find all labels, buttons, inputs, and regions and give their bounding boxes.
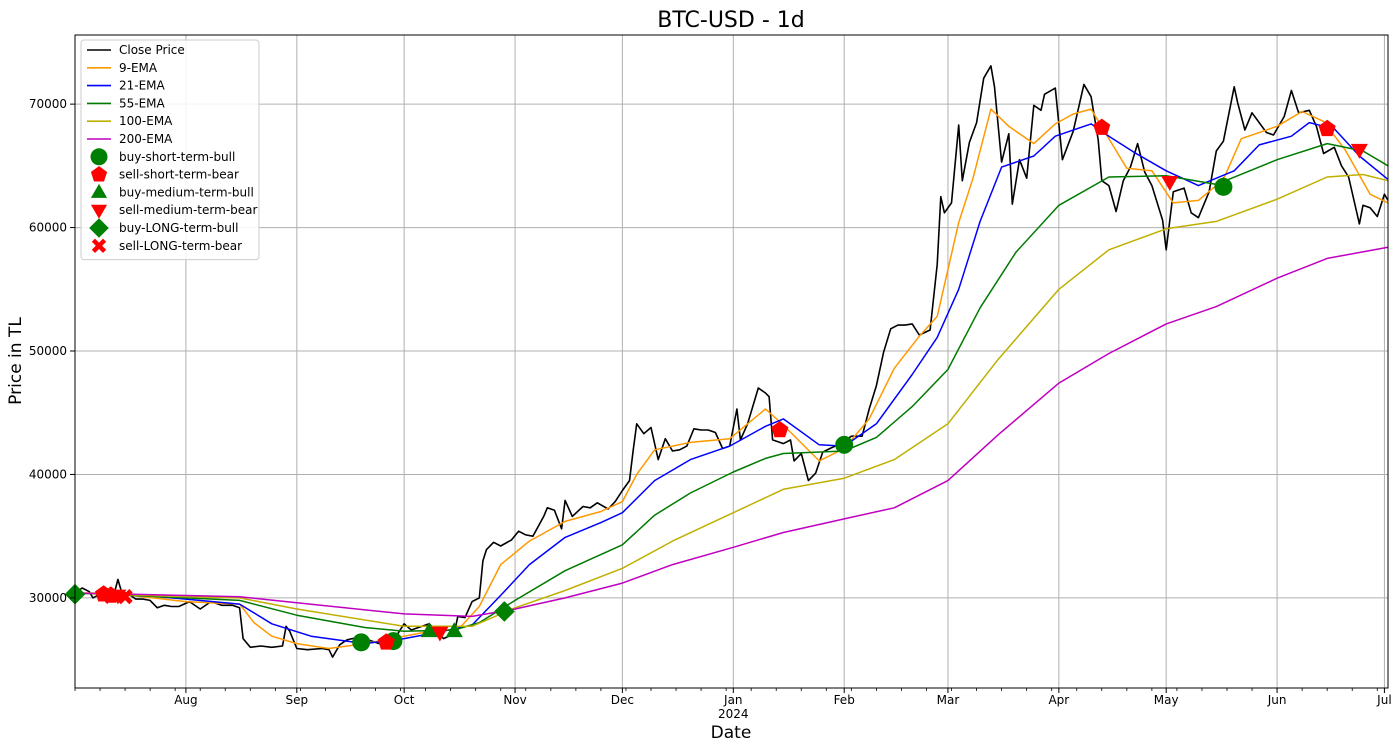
sell-short-term-bear-marker: [771, 421, 789, 438]
x-axis-label: Date: [711, 723, 752, 743]
buy-long-term-bull-marker: [494, 601, 515, 622]
y-tick-label: 50000: [29, 344, 67, 358]
x-tick-sublabel: 2024: [718, 707, 749, 721]
legend-label-buy-medium-term-bull: buy-medium-term-bull: [119, 185, 254, 199]
sell-medium-term-bear-marker: [1350, 143, 1368, 159]
sell-short-term-bear-marker: [1318, 119, 1336, 137]
legend-label-100-ema: 100-EMA: [119, 114, 173, 128]
x-tick-label: Feb: [834, 693, 855, 707]
legend-label-sell-short-term-bear: sell-short-term-bear: [119, 168, 239, 182]
series-9-ema-line: [75, 108, 1389, 650]
plot-frame: [74, 34, 1389, 689]
x-tick-label: Dec: [611, 693, 634, 707]
x-tick-label: Oct: [394, 693, 415, 707]
series-100-ema-line: [74, 173, 1389, 628]
sell-medium-term-bear-marker: [431, 626, 449, 642]
x-tick-label: Jan: [723, 693, 743, 707]
legend-swatch-buy-medium-term-bull: [90, 183, 108, 198]
legend-swatch-buy-long-term-bull: [89, 218, 109, 238]
sell-short-term-bear-marker: [377, 633, 395, 650]
legend-label-close-price: Close Price: [119, 43, 185, 57]
legend-swatch-sell-long-term-bear: [91, 238, 107, 253]
buy-short-term-bull-marker: [352, 633, 371, 652]
y-axis: 30000 40000 50000 60000 70000: [29, 97, 75, 605]
buy-medium-term-bull-marker: [445, 622, 463, 638]
sell-long-term-bear-marker: [117, 589, 133, 605]
legend-label-21-ema: 21-EMA: [119, 79, 166, 93]
signal-layer: [64, 118, 1368, 652]
x-tick-label: Jun: [1267, 693, 1287, 707]
buy-short-term-bull-marker: [835, 435, 854, 454]
sell-medium-term-bear-marker: [1161, 176, 1179, 191]
x-tick-label: Apr: [1048, 693, 1069, 707]
legend-label-200-ema: 200-EMA: [119, 132, 173, 146]
x-tick-label: Jul: [1376, 693, 1391, 707]
legend-swatch-sell-short-term-bear: [90, 166, 108, 182]
legend-swatch-sell-medium-term-bear: [90, 204, 108, 219]
sell-short-term-bear-marker: [1093, 118, 1111, 135]
legend-label-55-ema: 55-EMA: [119, 96, 166, 110]
series-layer: [74, 65, 1389, 658]
legend-label-buy-short-term-bull: buy-short-term-bull: [119, 150, 235, 164]
y-axis-label: Price in TL: [6, 317, 26, 405]
x-tick-label: Aug: [174, 693, 197, 707]
legend-box: [80, 39, 260, 261]
legend-label-sell-long-term-bear: sell-LONG-term-bear: [119, 239, 242, 253]
y-tick-label: 30000: [29, 591, 67, 605]
chart-title: BTC-USD - 1d: [657, 8, 804, 33]
legend-label-9-ema: 9-EMA: [119, 61, 158, 75]
series-close-price-line: [74, 65, 1389, 658]
x-tick-label: May: [1154, 693, 1179, 707]
sell-medium-term-bear-marker: [98, 589, 116, 605]
x-tick-label: Sep: [286, 693, 309, 707]
x-tick-label: Nov: [503, 693, 526, 707]
legend: Close Price 9-EMA 21-EMA 55-EMA 100-EMA 200-E…: [80, 39, 260, 261]
buy-medium-term-bull-marker: [1214, 176, 1232, 192]
x-tick-label: Mar: [937, 693, 960, 707]
grid: [75, 35, 1388, 688]
legend-swatch-buy-short-term-bull: [90, 148, 108, 166]
buy-medium-term-bull-marker: [420, 622, 438, 638]
legend-label-buy-long-term-bull: buy-LONG-term-bull: [119, 221, 238, 235]
y-tick-label: 70000: [29, 97, 67, 111]
y-tick-label: 60000: [29, 221, 67, 235]
y-tick-label: 40000: [29, 467, 67, 481]
series-200-ema-line: [74, 246, 1389, 618]
legend-label-sell-medium-term-bear: sell-medium-term-bear: [119, 203, 257, 217]
